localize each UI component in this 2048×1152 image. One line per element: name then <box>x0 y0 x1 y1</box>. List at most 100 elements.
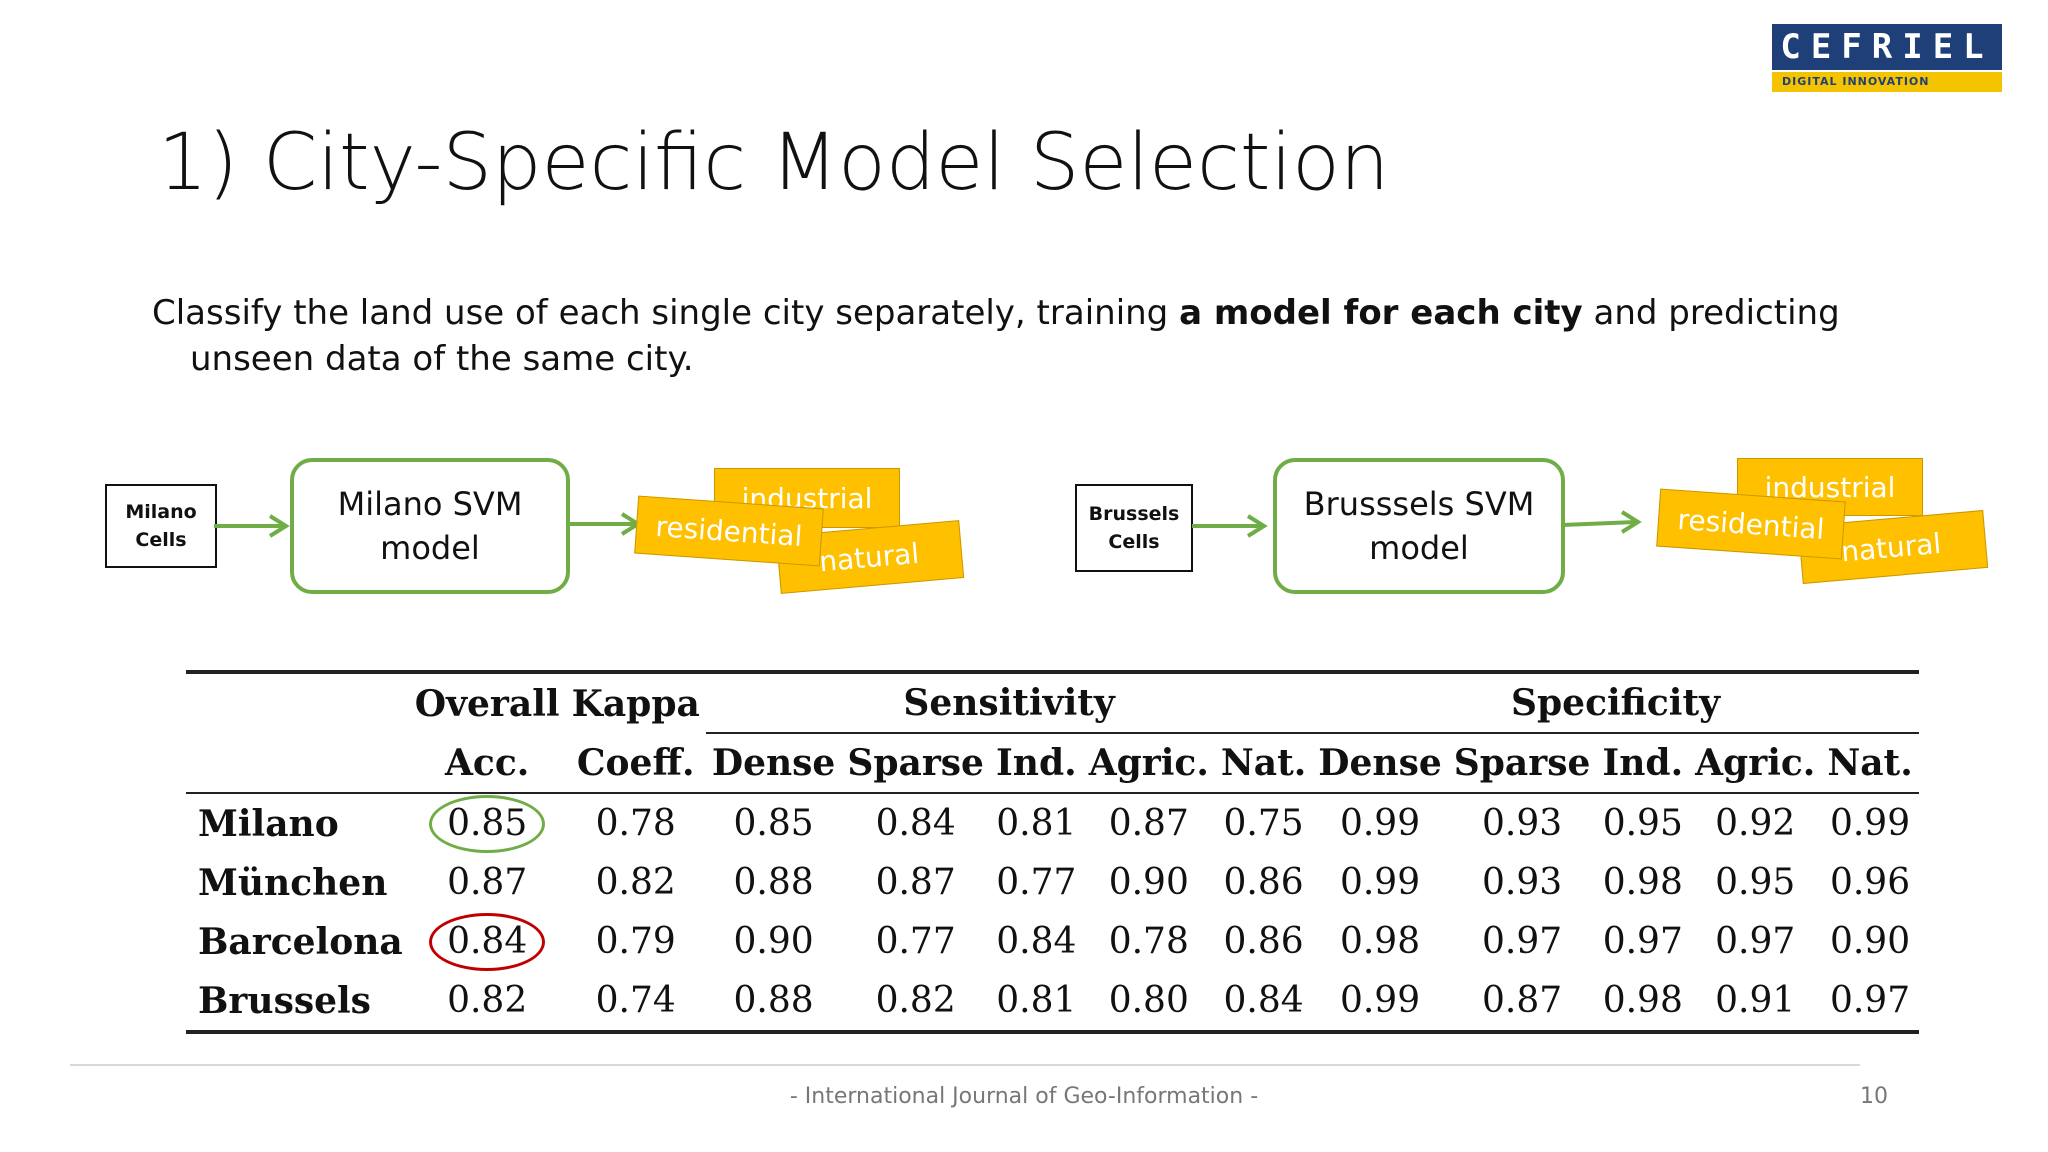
cell-value: 0.77 <box>996 862 1077 903</box>
footer-text: - International Journal of Geo-Informati… <box>789 1084 1259 1109</box>
page-number: 10 <box>1860 1084 1888 1109</box>
label-residential: residential <box>1656 488 1846 560</box>
cell-value: 0.81 <box>996 980 1077 1021</box>
cell-value: 0.99 <box>1339 862 1421 903</box>
sub-header: Agric. <box>1088 742 1209 784</box>
sub-header: Ind. <box>995 742 1077 784</box>
table-row: München 0.87 0.82 0.88 0.87 0.77 0.90 0.… <box>186 853 1919 912</box>
cell-value: 0.78 <box>1108 921 1189 962</box>
logo-name: CEFRIEL <box>1772 24 2002 70</box>
row-city: Milano <box>198 802 339 845</box>
cell-value: 0.86 <box>1223 921 1304 962</box>
desc-text-post: and predicting unseen data of the same c… <box>190 293 1840 379</box>
cell-value: 0.97 <box>1715 921 1796 962</box>
cell-value: 0.87 <box>1108 803 1189 844</box>
cell-value: 0.78 <box>595 803 676 844</box>
cefriel-logo: CEFRIEL DIGITAL INNOVATION <box>1772 24 2002 96</box>
input-label-line2: Cells <box>1108 531 1160 553</box>
footer-divider <box>70 1064 1860 1066</box>
sub-header: Nat. <box>1827 742 1913 784</box>
desc-text-pre: Classify the land use of each single cit… <box>152 293 1180 333</box>
brussels-cells-box: Brussels Cells <box>1075 484 1193 572</box>
red-circle-icon <box>429 912 546 971</box>
cell-value: 0.82 <box>875 980 956 1021</box>
table-row: Brussels 0.82 0.74 0.88 0.82 0.81 0.80 0… <box>186 971 1919 1032</box>
sub-header: Ind. <box>1602 742 1684 784</box>
cell-highlighted-worst: 0.84 <box>409 912 566 971</box>
table-row: Barcelona 0.84 0.79 0.90 0.77 0.84 0.78 … <box>186 912 1919 971</box>
cell-value: 0.85 <box>733 803 814 844</box>
sub-header: Dense <box>711 742 836 784</box>
table-sub-header-row: Acc. Coeff. Dense Sparse Ind. Agric. Nat… <box>186 733 1919 793</box>
sub-header: Nat. <box>1220 742 1307 784</box>
cell-value: 0.99 <box>1339 980 1421 1021</box>
cell-value: 0.74 <box>595 980 676 1021</box>
header-specificity: Specificity <box>1312 672 1919 734</box>
sub-header: Coeff. <box>576 741 695 784</box>
cell-value: 0.93 <box>1482 803 1563 844</box>
sub-header: Dense <box>1318 742 1442 784</box>
milano-svm-model-box: Milano SVM model <box>290 458 570 594</box>
corner-cell <box>186 672 409 733</box>
arrow-icon <box>1562 510 1642 534</box>
cell-value: 0.99 <box>1339 803 1421 844</box>
cell-value: 0.97 <box>1829 980 1911 1021</box>
cell-value: 0.80 <box>1108 980 1189 1021</box>
row-city: München <box>198 861 388 904</box>
cell-value: 0.98 <box>1339 921 1421 962</box>
cell-value: 0.87 <box>875 862 956 903</box>
cell-value: 0.90 <box>733 921 814 962</box>
input-label-line1: Milano <box>125 501 197 523</box>
results-table: Overall Kappa Sensitivity Specificity Ac… <box>186 670 1919 1034</box>
sub-header: Sparse <box>1453 742 1591 784</box>
cell-highlighted-best: 0.85 <box>409 793 566 853</box>
input-label-line1: Brussels <box>1088 503 1180 525</box>
header-kappa: Kappa <box>571 682 700 725</box>
input-label-line2: Cells <box>135 529 187 551</box>
arrow-icon <box>566 512 642 536</box>
header-sensitivity: Sensitivity <box>705 672 1313 734</box>
slide-description: Classify the land use of each single cit… <box>152 290 1950 382</box>
cell-value: 0.82 <box>595 862 676 903</box>
model-label-line2: model <box>380 529 480 567</box>
green-circle-icon <box>429 794 546 853</box>
cell-value: 0.88 <box>733 862 814 903</box>
cell-value: 0.81 <box>996 803 1077 844</box>
model-label-line1: Milano SVM <box>337 485 523 523</box>
cell-value: 0.95 <box>1715 862 1796 903</box>
cell-value: 0.93 <box>1482 862 1563 903</box>
row-city: Barcelona <box>198 920 403 963</box>
cell-value: 0.75 <box>1223 803 1304 844</box>
cell-value: 0.95 <box>1602 803 1683 844</box>
sub-header: Agric. <box>1695 742 1816 784</box>
cell-value: 0.97 <box>1602 921 1683 962</box>
cell-value: 0.87 <box>447 862 528 903</box>
cell-value: 0.90 <box>1829 921 1911 962</box>
cell-value: 0.79 <box>595 921 676 962</box>
label-residential: residential <box>634 495 824 567</box>
header-overall: Overall <box>414 682 560 725</box>
model-label-line2: model <box>1369 529 1469 567</box>
cell-value: 0.84 <box>875 803 956 844</box>
slide-title: 1) City-Specific Model Selection <box>158 118 1390 208</box>
cell-value: 0.96 <box>1829 862 1911 903</box>
cell-value: 0.90 <box>1108 862 1189 903</box>
row-city: Brussels <box>198 979 371 1022</box>
cell-value: 0.87 <box>1482 980 1563 1021</box>
brussels-svm-model-box: Brusssels SVM model <box>1273 458 1565 594</box>
logo-tagline: DIGITAL INNOVATION <box>1772 72 2002 92</box>
corner-cell <box>186 733 409 793</box>
cell-value: 0.92 <box>1715 803 1796 844</box>
cell-value: 0.98 <box>1602 862 1683 903</box>
milano-cells-box: Milano Cells <box>105 484 217 568</box>
cell-value: 0.84 <box>1223 980 1304 1021</box>
arrow-icon <box>1192 514 1268 538</box>
cell-value: 0.82 <box>447 980 528 1021</box>
cell-value: 0.88 <box>733 980 814 1021</box>
cell-value: 0.98 <box>1602 980 1683 1021</box>
cell-value: 0.99 <box>1829 803 1911 844</box>
arrow-icon <box>214 514 290 538</box>
cell-value: 0.84 <box>996 921 1077 962</box>
cell-value: 0.77 <box>875 921 956 962</box>
sub-header: Acc. <box>444 741 530 784</box>
